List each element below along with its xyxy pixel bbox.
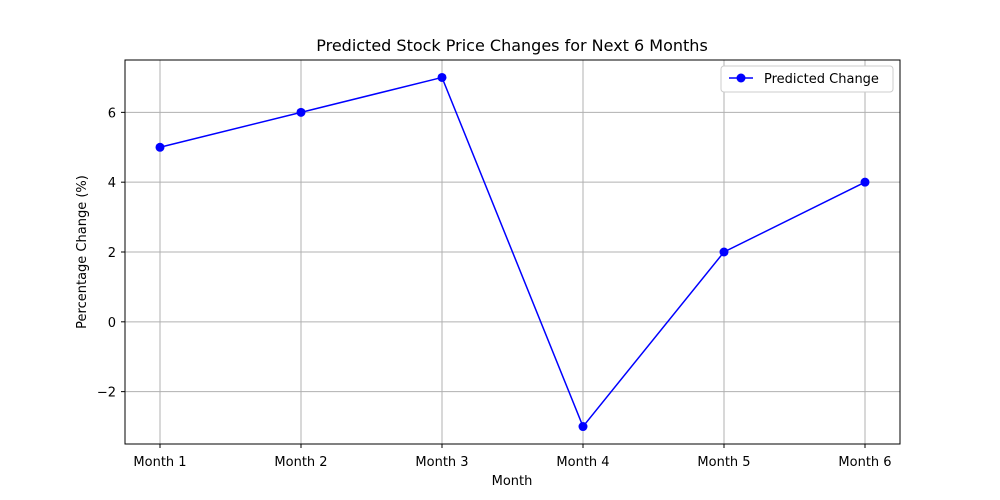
x-axis-label: Month	[492, 474, 533, 489]
data-point	[155, 142, 165, 152]
legend: Predicted Change	[720, 65, 894, 93]
y-tick-label: 6	[108, 106, 116, 121]
series-layer	[155, 72, 870, 432]
x-tick-label: Month 3	[415, 455, 468, 470]
data-point	[296, 107, 306, 117]
y-tick-label: 4	[108, 176, 116, 191]
data-point	[437, 72, 447, 82]
data-point	[860, 177, 870, 187]
y-tick-label: −2	[97, 386, 116, 401]
legend-marker	[736, 73, 746, 83]
x-tick-label: Month 2	[274, 455, 327, 470]
series-line	[159, 76, 866, 429]
x-tick-label: Month 4	[556, 455, 609, 470]
x-tick-label: Month 1	[133, 455, 186, 470]
data-point	[719, 247, 729, 257]
y-axis-label: Percentage Change (%)	[75, 175, 90, 329]
x-tick-label: Month 5	[697, 455, 750, 470]
data-point	[578, 422, 588, 432]
y-tick-label: 2	[108, 246, 116, 261]
y-tick-label: 0	[108, 316, 116, 331]
legend-label: Predicted Change	[764, 72, 879, 87]
x-axis: Month 1 Month 2 Month 3 Month 4 Month 5 Month…	[133, 444, 892, 470]
y-axis: −2 0 2 4 6	[97, 106, 125, 401]
x-tick-label: Month 6	[838, 455, 891, 470]
legend-box	[720, 65, 894, 93]
chart-title: Predicted Stock Price Changes for Next 6…	[316, 36, 708, 55]
